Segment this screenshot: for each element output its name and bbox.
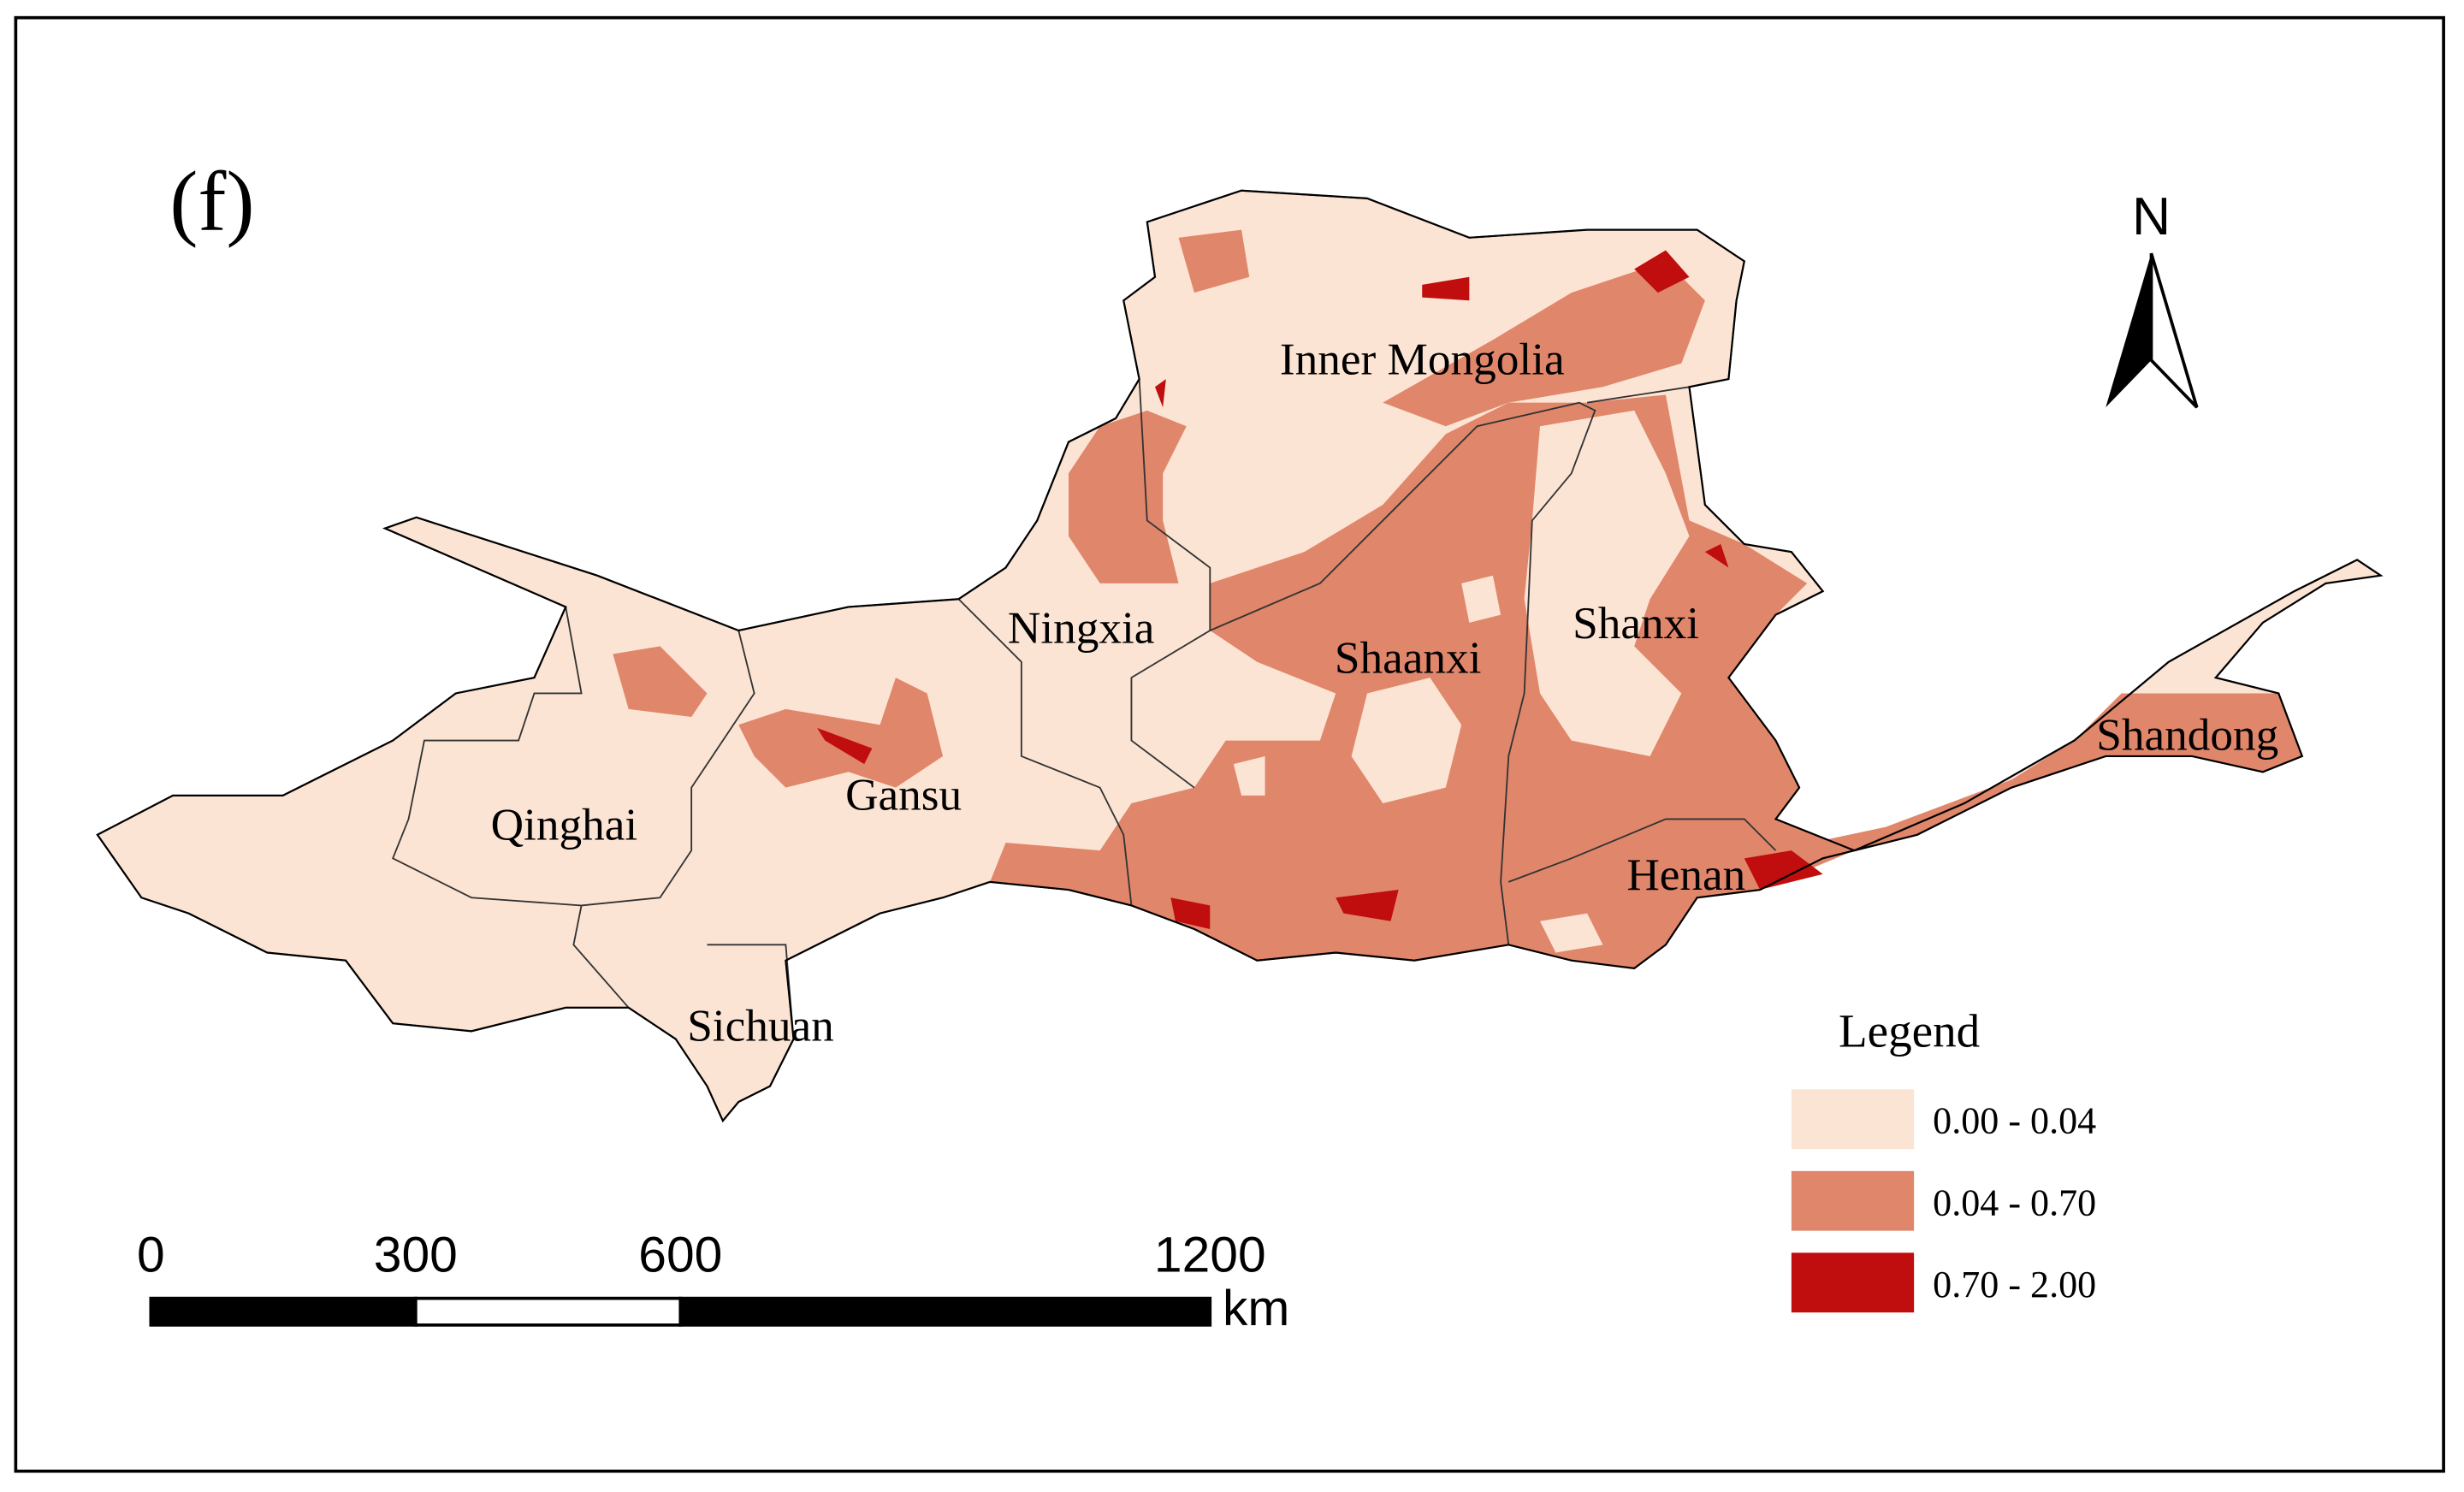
- area: [1383, 261, 1705, 427]
- scale-unit: km: [1223, 1281, 1289, 1336]
- area: [817, 727, 873, 765]
- area: [1233, 755, 1265, 796]
- scale-label: 0: [137, 1227, 165, 1282]
- border: [392, 607, 630, 1009]
- basin-border: [96, 189, 2384, 1123]
- area: [1336, 890, 1399, 921]
- area: [1170, 897, 1211, 929]
- area: [1351, 678, 1462, 804]
- class-3-areas: [817, 250, 1823, 929]
- class-1-holes: [1233, 410, 1690, 953]
- scale-segment: [678, 1296, 1212, 1327]
- region-label: Shaanxi: [1335, 633, 1482, 684]
- legend-label: 0.04 - 0.70: [1933, 1181, 2096, 1223]
- legend-swatch: [1791, 1089, 1915, 1150]
- scale-label: 300: [374, 1227, 458, 1282]
- legend: Legend 0.00 - 0.04 0.04 - 0.70 0.70 - 2.00: [1791, 1005, 2096, 1313]
- area: [1744, 850, 1823, 891]
- area: [613, 646, 708, 718]
- legend-swatch: [1791, 1252, 1915, 1313]
- border: [1507, 818, 1777, 883]
- border: [1209, 401, 1596, 945]
- legend-swatch: [1791, 1170, 1915, 1231]
- border: [1586, 386, 1690, 404]
- panel-label: (f): [169, 156, 254, 249]
- scale-segment: [413, 1296, 683, 1327]
- legend-title: Legend: [1839, 1005, 1980, 1057]
- area: [1704, 543, 1729, 568]
- area: [738, 678, 944, 788]
- region-label: Ningxia: [1008, 603, 1155, 654]
- area: [1178, 229, 1250, 293]
- area: [1422, 276, 1470, 301]
- area: [1524, 410, 1690, 756]
- basin-map: [96, 189, 2384, 1123]
- province-borders: [392, 379, 1777, 1039]
- area: [1461, 575, 1502, 623]
- scale-label: 1200: [1154, 1227, 1266, 1282]
- area: [1540, 913, 1603, 953]
- scale-label: 600: [638, 1227, 722, 1282]
- region-label: Qinghai: [491, 799, 638, 850]
- region-label: Inner Mongolia: [1280, 335, 1565, 385]
- arrow-half: [2149, 252, 2199, 409]
- region-label: Shandong: [2096, 710, 2278, 761]
- border: [581, 630, 755, 907]
- region-label: Gansu: [845, 769, 962, 820]
- legend-label: 0.00 - 0.04: [1933, 1100, 2096, 1142]
- area: [1155, 379, 1166, 408]
- border: [957, 598, 1133, 906]
- scale-segment: [149, 1296, 418, 1327]
- north-label: N: [2132, 186, 2171, 246]
- area: [1775, 693, 2302, 859]
- area: [1068, 410, 1187, 583]
- legend-label: 0.70 - 2.00: [1933, 1264, 2096, 1306]
- region-label: Henan: [1626, 850, 1745, 900]
- region-label: Sichuan: [687, 1000, 834, 1051]
- region-label: Shanxi: [1573, 598, 1699, 648]
